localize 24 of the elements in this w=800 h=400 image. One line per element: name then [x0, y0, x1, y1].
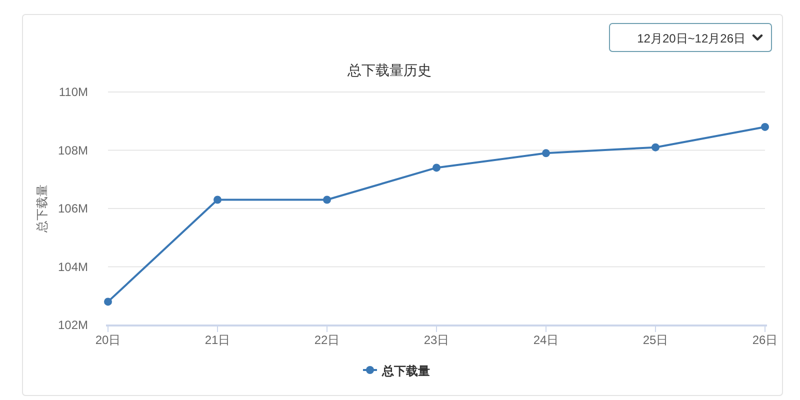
y-tick-label: 106M [58, 202, 88, 216]
point [542, 149, 550, 158]
x-tick-label: 22日 [314, 333, 340, 347]
legend-item: 总下载量 [363, 364, 430, 378]
y-tick-label: 108M [58, 143, 88, 158]
x-tick-label: 26日 [752, 333, 778, 347]
y-axis-title: 总下载量 [35, 184, 49, 234]
point [323, 196, 331, 204]
legend-label: 总下载量 [381, 364, 430, 378]
point [652, 143, 660, 152]
point [104, 298, 112, 306]
point [214, 196, 222, 204]
y-tick-label: 104M [58, 260, 88, 274]
point [432, 164, 440, 172]
x-tick-label: 21日 [204, 333, 230, 347]
text: 12月20日~12月26日 [637, 32, 746, 46]
x-tick-label: 25日 [642, 333, 668, 347]
x-tick-label: 23日 [424, 333, 450, 347]
x-tick-label: 24日 [533, 333, 559, 347]
y-tick-label: 110M [58, 85, 88, 99]
chart-title: 总下载量历史 [346, 62, 432, 78]
y-tick-label: 102M [58, 318, 88, 332]
point [761, 122, 769, 131]
x-tick-label: 20日 [95, 333, 121, 347]
